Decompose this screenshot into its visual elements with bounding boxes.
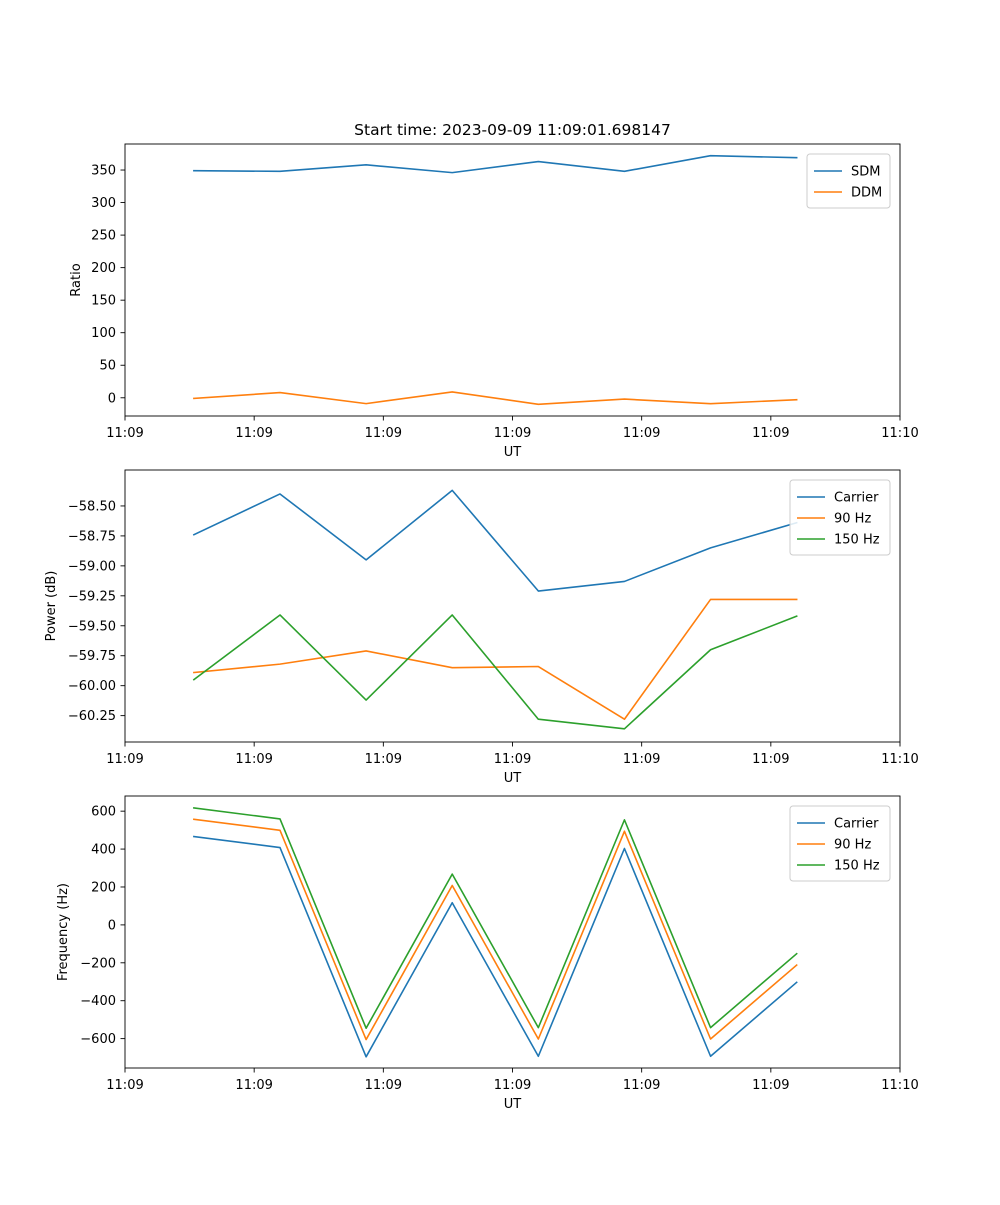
plot-2-y-tick-label-6: −59.00 [68, 559, 116, 574]
plot-3-series-line-2 [192, 818, 798, 1041]
plot-2-y-tick-label-8: −58.50 [68, 499, 116, 514]
plot-3-legend-box [789, 805, 891, 882]
plot-3-x-tick-label-3: 11:09 [365, 1078, 402, 1093]
plot-1-legend-label-1: SDM [851, 165, 880, 180]
plot-2-x-axis-label: UT [504, 771, 522, 786]
plot-1-y-tick-label-8: 350 [91, 164, 116, 179]
plot-2-x-tick-label-3: 11:09 [365, 752, 402, 767]
plot-1-y-tick-label-5: 200 [91, 261, 116, 276]
plot-3-legend-label-2: 90 Hz [834, 838, 871, 853]
plot-1-x-tick-label-3: 11:09 [365, 426, 402, 441]
plot-1-x-tick-label-5: 11:09 [623, 426, 660, 441]
plot-2-legend-box [789, 479, 891, 556]
plot-3-y-tick-label-5: 200 [91, 880, 116, 895]
plot-2-y-axis-label: Power (dB) [44, 571, 59, 642]
plot-3-x-tick-label-5: 11:09 [623, 1078, 660, 1093]
plot-3-y-axis-label: Frequency (Hz) [56, 883, 71, 981]
plot-3-y-tick-label-3: −200 [80, 956, 116, 971]
plot-3-x-tick-label-7: 11:10 [881, 1078, 918, 1093]
plot-2-y-tick-label-7: −58.75 [68, 529, 116, 544]
plot-3-series-line-1 [192, 835, 798, 1058]
plot-1-x-tick-label-1: 11:09 [106, 426, 143, 441]
plot-2-legend-label-1: Carrier [834, 491, 879, 506]
plot-1-x-tick-label-2: 11:09 [235, 426, 272, 441]
plot-1-legend-label-2: DDM [851, 186, 882, 201]
plot-3-x-tick-label-4: 11:09 [494, 1078, 531, 1093]
plot-1-x-tick-label-6: 11:09 [752, 426, 789, 441]
plot-2-y-tick-label-2: −60.00 [68, 679, 116, 694]
plot-1-x-tick-label-7: 11:10 [881, 426, 918, 441]
plot-1-y-tick-label-4: 150 [91, 294, 116, 309]
plot-3-x-tick-label-6: 11:09 [752, 1078, 789, 1093]
plot-1-y-axis-label: Ratio [69, 263, 84, 296]
plot-3-y-tick-label-4: 0 [108, 918, 116, 933]
plot-1-legend-box [806, 153, 891, 209]
plot-3-x-axis-label: UT [504, 1097, 522, 1112]
plot-3-series-line-3 [192, 807, 798, 1029]
plot-3-legend-label-1: Carrier [834, 817, 879, 832]
plot-2-x-tick-label-1: 11:09 [106, 752, 143, 767]
plot-2-x-tick-label-7: 11:10 [881, 752, 918, 767]
plot-3-y-tick-label-7: 600 [91, 805, 116, 820]
plot-3-x-tick-label-2: 11:09 [235, 1078, 272, 1093]
plot-3-legend-label-3: 150 Hz [834, 859, 880, 874]
plot-1-y-tick-label-1: 0 [108, 391, 116, 406]
plot-1-y-tick-label-6: 250 [91, 229, 116, 244]
figure-title: Start time: 2023-09-09 11:09:01.698147 [354, 121, 671, 139]
plot-2-y-tick-label-4: −59.50 [68, 619, 116, 634]
plot-1-x-tick-label-4: 11:09 [494, 426, 531, 441]
plot-2-y-tick-label-3: −59.75 [68, 649, 116, 664]
plot-1-y-tick-label-2: 50 [99, 359, 116, 374]
plot-2-x-tick-label-5: 11:09 [623, 752, 660, 767]
plot-2-x-tick-label-2: 11:09 [235, 752, 272, 767]
plot-3-y-tick-label-2: −400 [80, 994, 116, 1009]
plot-3-y-tick-label-1: −600 [80, 1032, 116, 1047]
plot-2-y-tick-label-5: −59.25 [68, 589, 116, 604]
plot-2-legend-label-3: 150 Hz [834, 533, 880, 548]
plot-2-series-line-3 [192, 614, 798, 730]
plot-2-series-line-1 [192, 489, 798, 592]
plot-1-series-line-2 [193, 391, 798, 406]
plot-2-x-tick-label-6: 11:09 [752, 752, 789, 767]
plot-3-x-tick-label-1: 11:09 [106, 1078, 143, 1093]
plot-2-y-tick-label-1: −60.25 [68, 709, 116, 724]
plot-1-y-tick-label-7: 300 [91, 196, 116, 211]
plot-1-series-line-1 [193, 154, 798, 174]
plot-1-x-axis-label: UT [504, 445, 522, 460]
plot-2-legend-label-2: 90 Hz [834, 512, 871, 527]
plot-1-y-tick-label-3: 100 [91, 326, 116, 341]
plot-3-y-tick-label-6: 400 [91, 843, 116, 858]
plot-2-x-tick-label-4: 11:09 [494, 752, 531, 767]
